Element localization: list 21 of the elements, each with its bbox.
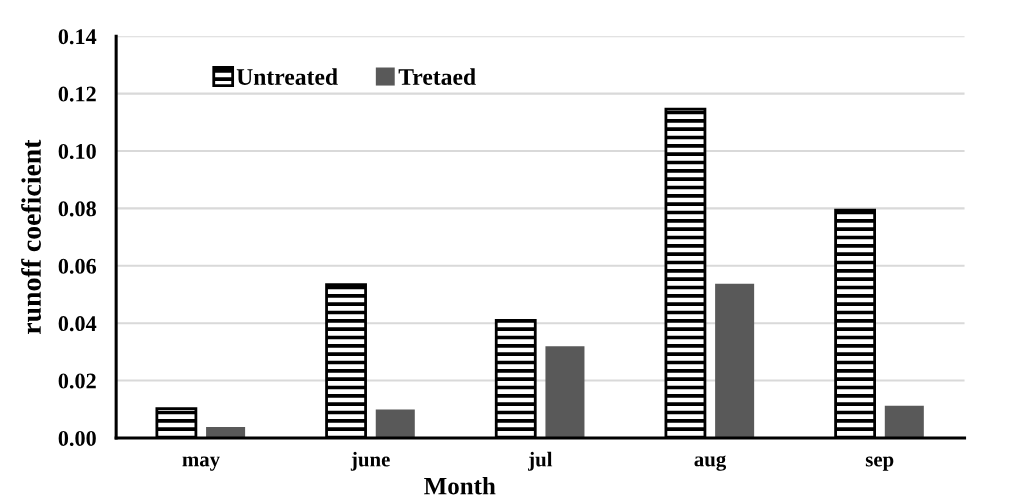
bar bbox=[375, 409, 415, 438]
y-tick-label: 0.08 bbox=[58, 201, 96, 217]
bar bbox=[715, 283, 755, 438]
y-tick-label: 0.10 bbox=[58, 143, 96, 160]
y-tick-label: 0.06 bbox=[58, 258, 97, 274]
y-tick-label: 0.12 bbox=[58, 86, 96, 102]
bar bbox=[884, 405, 924, 438]
y-axis-title: runoff coeficient bbox=[21, 139, 41, 334]
y-tick-label: 0.04 bbox=[58, 316, 97, 332]
x-tick-label: aug bbox=[694, 455, 727, 471]
legend-label: Untreated bbox=[236, 68, 338, 85]
x-tick-label: june bbox=[350, 451, 390, 471]
x-axis-title: Month bbox=[424, 476, 496, 495]
x-tick-label: sep bbox=[865, 456, 894, 471]
x-tick-label: jul bbox=[528, 451, 553, 471]
y-tick-label: 0.00 bbox=[58, 430, 96, 446]
y-tick-label: 0.14 bbox=[58, 29, 97, 45]
x-tick-label: may bbox=[182, 456, 220, 471]
bar bbox=[545, 346, 585, 438]
legend-label: Tretaed bbox=[398, 68, 476, 85]
y-tick-label: 0.02 bbox=[58, 373, 96, 389]
